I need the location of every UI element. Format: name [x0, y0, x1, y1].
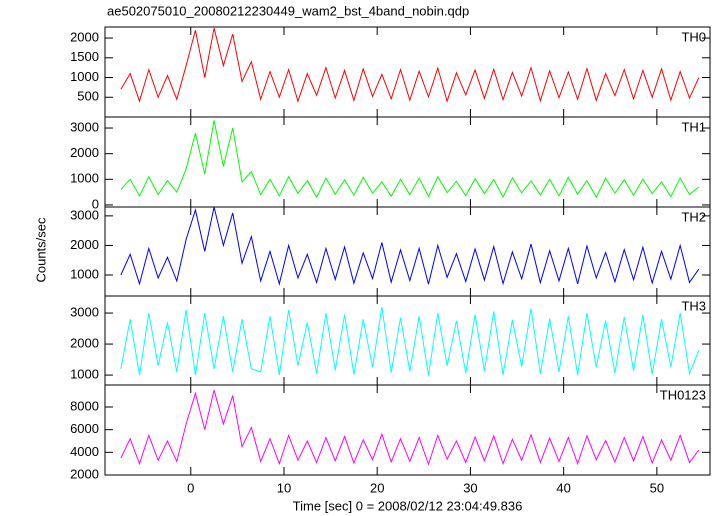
y-tick-label: 4000	[70, 444, 99, 459]
x-tick-label: 30	[463, 480, 477, 495]
y-tick-label: 3000	[70, 304, 99, 319]
panel-frame	[104, 384, 711, 476]
legend-label: TH1	[681, 119, 706, 134]
y-tick-label: 1000	[70, 69, 99, 84]
y-tick-label: 3000	[70, 207, 99, 222]
y-tick-label: 2000	[70, 336, 99, 351]
y-tick-label: 2000	[70, 145, 99, 160]
series-line	[120, 306, 700, 376]
series-line	[120, 207, 700, 286]
x-tick-label: 50	[650, 480, 664, 495]
y-axis-label: Counts/sec	[33, 217, 48, 283]
y-tick-label: 2000	[70, 29, 99, 44]
chart-title: ae502075010_20080212230449_wam2_bst_4ban…	[107, 3, 469, 18]
x-tick-label: 40	[556, 480, 570, 495]
x-tick-label: 20	[370, 480, 384, 495]
x-axis-label: Time [sec] 0 = 2008/02/12 23:04:49.836	[293, 498, 523, 513]
y-tick-label: 1000	[70, 367, 99, 382]
y-tick-label: 1500	[70, 49, 99, 64]
y-tick-label: 6000	[70, 421, 99, 436]
y-tick-label: 500	[77, 89, 99, 104]
legend-label: TH0123	[660, 387, 706, 402]
series-line	[120, 389, 700, 466]
legend-label: TH0	[681, 29, 706, 44]
y-tick-label: 2000	[70, 237, 99, 252]
x-tick-label: 0	[187, 480, 194, 495]
panel-frame	[104, 206, 711, 297]
y-tick-label: 8000	[70, 398, 99, 413]
panel-frame	[104, 26, 711, 118]
y-tick-label: 3000	[70, 119, 99, 134]
x-tick-label: 10	[277, 480, 291, 495]
legend-label: TH3	[681, 298, 706, 313]
series-line	[120, 120, 700, 199]
y-tick-label: 2000	[70, 466, 99, 481]
series-line	[120, 28, 700, 103]
y-tick-label: 0	[92, 196, 99, 211]
y-tick-label: 1000	[70, 171, 99, 186]
legend-label: TH2	[681, 209, 706, 224]
y-tick-label: 1000	[70, 266, 99, 281]
panel-frame	[104, 116, 711, 208]
